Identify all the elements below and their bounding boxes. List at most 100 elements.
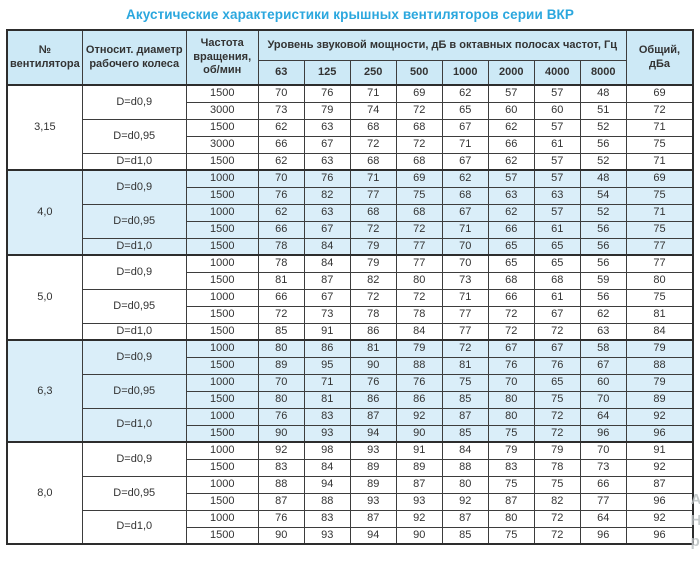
table-row: 1500 87 88 93 93 92 87 82 77 96: [7, 492, 694, 511]
level-cell: 65: [533, 373, 581, 392]
total-cell: 92: [625, 509, 694, 528]
speed-cell: 1000: [185, 169, 259, 188]
header-freq-8000: 8000: [579, 59, 627, 86]
level-cell: 66: [257, 220, 305, 239]
table-row: D=d0,95 1000 66 67 72 72 71 66 61 56 75: [7, 288, 694, 324]
speed-cell: 1500: [185, 84, 259, 103]
level-cell: 56: [579, 254, 627, 273]
level-cell: 65: [533, 237, 581, 256]
level-cell: 82: [349, 271, 397, 290]
level-cell: 98: [303, 441, 351, 460]
level-cell: 94: [349, 424, 397, 443]
header-freq-63: 63: [257, 59, 305, 86]
level-cell: 85: [441, 424, 489, 443]
level-cell: 76: [303, 169, 351, 188]
level-cell: 72: [395, 288, 443, 307]
diameter-cell: D=d0,9: [81, 339, 187, 375]
level-cell: 77: [349, 186, 397, 205]
level-cell: 91: [303, 322, 351, 341]
diameter-cell: D=d0,9: [81, 254, 187, 290]
total-cell: 81: [625, 305, 694, 324]
level-cell: 77: [579, 492, 627, 511]
level-cell: 62: [441, 84, 489, 103]
level-cell: 79: [349, 254, 397, 273]
level-cell: 66: [579, 475, 627, 494]
level-cell: 48: [579, 169, 627, 188]
level-cell: 80: [487, 390, 535, 409]
level-cell: 67: [533, 339, 581, 358]
level-cell: 81: [257, 271, 305, 290]
level-cell: 83: [257, 458, 305, 477]
header-freq-500: 500: [395, 59, 443, 86]
level-cell: 76: [257, 509, 305, 528]
level-cell: 67: [441, 203, 489, 222]
level-cell: 80: [441, 475, 489, 494]
total-cell: 71: [625, 118, 694, 137]
fan-number-cell: 8,0: [6, 441, 83, 545]
diameter-cell: D=d0,95: [81, 373, 187, 409]
level-cell: 72: [533, 424, 581, 443]
level-cell: 93: [395, 492, 443, 511]
level-cell: 82: [533, 492, 581, 511]
diameter-cell: D=d0,95: [81, 203, 187, 239]
level-cell: 65: [533, 254, 581, 273]
level-cell: 82: [303, 186, 351, 205]
speed-cell: 1000: [185, 288, 259, 307]
level-cell: 88: [441, 458, 489, 477]
level-cell: 77: [441, 322, 489, 341]
fan-number-cell: 6,3: [6, 339, 83, 443]
level-cell: 78: [257, 237, 305, 256]
table-row: D=d0,95 1500 62 63 68 68 67 62 57 52 71: [7, 118, 694, 154]
total-cell: 69: [625, 169, 694, 188]
level-cell: 84: [395, 322, 443, 341]
level-cell: 85: [257, 322, 305, 341]
level-cell: 72: [533, 322, 581, 341]
level-cell: 51: [579, 101, 627, 120]
level-cell: 80: [257, 390, 305, 409]
level-cell: 87: [257, 492, 305, 511]
level-cell: 60: [487, 101, 535, 120]
level-cell: 67: [303, 288, 351, 307]
level-cell: 87: [349, 407, 397, 426]
level-cell: 87: [441, 407, 489, 426]
level-cell: 78: [533, 458, 581, 477]
level-cell: 76: [349, 373, 397, 392]
level-cell: 72: [487, 322, 535, 341]
level-cell: 68: [349, 203, 397, 222]
level-cell: 77: [395, 237, 443, 256]
level-cell: 78: [349, 305, 397, 324]
level-cell: 73: [441, 271, 489, 290]
speed-cell: 1000: [185, 475, 259, 494]
level-cell: 81: [441, 356, 489, 375]
level-cell: 57: [487, 169, 535, 188]
level-cell: 71: [349, 84, 397, 103]
diameter-cell: D=d0,9: [81, 169, 187, 205]
table-row: 4,0 D=d0,9 1000 70 76 71 69 62 57 57 48 69: [6, 169, 694, 256]
header-total: Общий, дБа: [625, 29, 694, 86]
table-row: 3000 73 79 74 72 65 60 60 51 72: [7, 101, 694, 120]
header-diameter: Относит. диаметр рабочего колеса: [81, 29, 187, 86]
level-cell: 62: [487, 118, 535, 137]
speed-cell: 1000: [185, 441, 259, 460]
diameter-cell: D=d0,95: [81, 288, 187, 324]
level-cell: 52: [579, 152, 627, 171]
level-cell: 84: [303, 458, 351, 477]
diameter-cell: D=d0,95: [81, 118, 187, 154]
level-cell: 64: [579, 509, 627, 528]
level-cell: 63: [303, 203, 351, 222]
speed-cell: 1000: [185, 407, 259, 426]
diameter-cell: D=d1,0: [81, 237, 187, 256]
level-cell: 86: [349, 390, 397, 409]
level-cell: 67: [441, 118, 489, 137]
level-cell: 83: [487, 458, 535, 477]
level-cell: 93: [349, 441, 397, 460]
level-cell: 58: [579, 339, 627, 358]
table-row: 3,15 D=d0,9 1500 70 76 71 69 62 57 57 48 69: [6, 84, 694, 171]
level-cell: 90: [395, 526, 443, 545]
level-cell: 63: [579, 322, 627, 341]
diameter-cell: D=d0,9: [81, 441, 187, 477]
acoustic-characteristics-table: № вентилятора Относит. диаметр рабочего …: [6, 29, 695, 545]
level-cell: 71: [441, 288, 489, 307]
level-cell: 57: [533, 84, 581, 103]
diameter-cell: D=d0,9: [81, 84, 187, 120]
